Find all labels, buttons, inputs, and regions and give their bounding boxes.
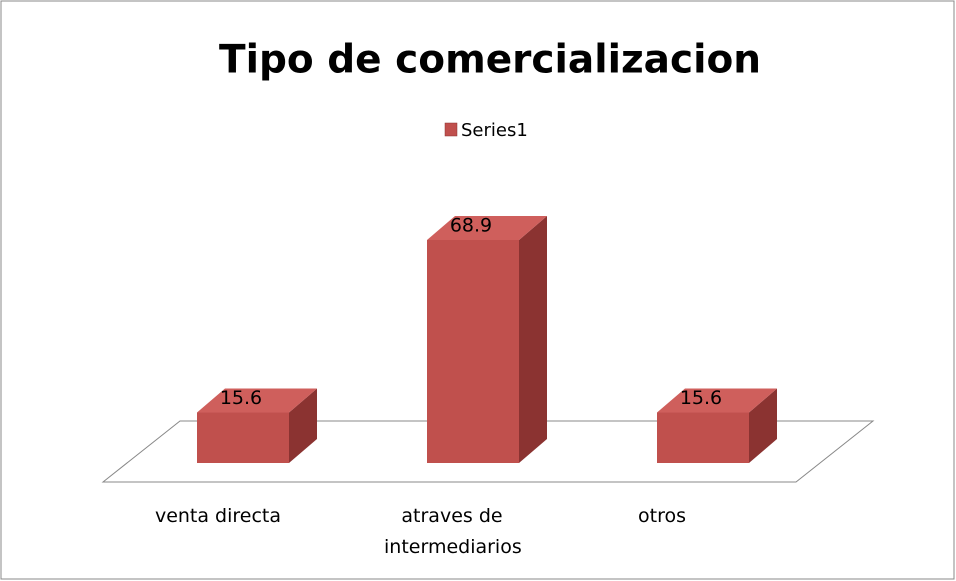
legend-swatch (444, 122, 458, 137)
chart-title: Tipo de comercializacion (219, 38, 761, 83)
bar-top (657, 388, 777, 413)
bar (657, 388, 777, 463)
bar-front (197, 412, 289, 463)
bar-side (289, 388, 317, 463)
bar-side (749, 388, 777, 463)
bar (197, 388, 317, 463)
value-label: 68.9 (450, 215, 492, 237)
x-tick-label: atraves de intermediarios (384, 505, 522, 558)
value-label: 15.6 (220, 387, 262, 409)
legend-label: Series1 (461, 120, 528, 141)
bar-top (197, 388, 317, 413)
bar-side (519, 216, 547, 463)
x-tick-label-box: otros (638, 505, 686, 527)
bar-front (427, 240, 519, 463)
value-label: 15.6 (680, 387, 722, 409)
bar (427, 216, 547, 463)
x-tick-label-box: atraves de intermediarios (384, 505, 522, 558)
bar-top (427, 216, 547, 240)
x-tick-label-box: venta directa (154, 505, 282, 527)
x-tick-label: otros (638, 505, 686, 527)
bar-front (657, 412, 749, 463)
x-tick-label: venta directa (154, 505, 282, 527)
